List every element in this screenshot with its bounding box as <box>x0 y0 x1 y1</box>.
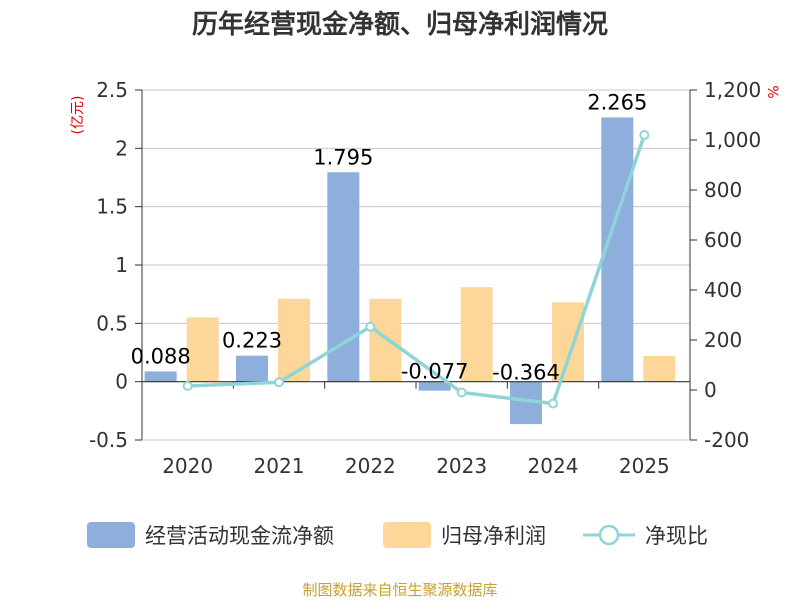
category-label: 2024 <box>528 454 579 478</box>
net-profit-bar <box>552 302 584 382</box>
ratio-point <box>456 387 467 398</box>
category-label: 2022 <box>345 454 396 478</box>
net-profit-bar <box>278 298 310 382</box>
left-tick-label: 1 <box>115 253 128 277</box>
cash-flow-bar <box>418 381 451 391</box>
legend-label: 归母净利润 <box>441 524 546 548</box>
ratio-point <box>639 130 650 140</box>
right-axis-unit: % <box>764 85 780 98</box>
legend-swatch-ratio-marker <box>598 524 620 546</box>
right-tick-label: 400 <box>704 278 742 302</box>
category-label: 2021 <box>254 454 305 478</box>
source-note: 制图数据来自恒生聚源数据库 <box>302 581 497 599</box>
left-tick-label: 2.5 <box>96 78 128 102</box>
ratio-point <box>365 321 376 332</box>
cash-flow-data-label: -0.364 <box>492 361 560 385</box>
net-profit-bar <box>186 317 219 382</box>
ratio-point <box>274 377 284 388</box>
legend-label: 经营活动现金流净额 <box>145 524 334 548</box>
cash-flow-data-label: -0.077 <box>401 360 469 384</box>
data-labels: 0.088 0.223 1.795 -0.077 -0.364 2.265 <box>131 90 648 384</box>
ratio-line-path <box>187 134 646 406</box>
legend-swatch-net-profit <box>383 522 431 548</box>
net-profit-bar <box>643 356 676 382</box>
legend-label: 净现比 <box>645 524 708 548</box>
cash-flow-bar <box>327 172 360 382</box>
left-tick-label: 0 <box>115 370 128 394</box>
category-label: 2025 <box>619 454 670 478</box>
ratio-line <box>182 130 650 409</box>
category-label: 2023 <box>436 454 487 478</box>
cash-flow-data-label: 2.265 <box>587 90 647 114</box>
right-tick-label: 800 <box>704 178 742 202</box>
legend: 经营活动现金流净额 归母净利润 净现比 <box>87 522 708 548</box>
cash-flow-bar <box>236 355 268 382</box>
cash-flow-bar <box>144 371 177 382</box>
net-profit-bar <box>369 298 402 382</box>
chart-title: 历年经营现金净额、归母净利润情况 <box>192 9 608 40</box>
right-tick-label: -200 <box>704 428 749 452</box>
legend-swatch-cash-flow <box>87 522 135 548</box>
left-tick-label: 0.5 <box>96 311 128 335</box>
cash-flow-data-label: 0.088 <box>131 344 191 368</box>
right-tick-label: 200 <box>704 328 742 352</box>
left-tick-label: -0.5 <box>89 428 128 452</box>
right-tick-label: 1,200 <box>704 78 761 102</box>
ratio-point <box>182 381 193 391</box>
left-tick-label: 2 <box>115 136 128 160</box>
left-axis-unit: (亿元) <box>70 96 86 135</box>
ratio-point <box>548 398 558 409</box>
right-tick-label: 1,000 <box>704 128 761 152</box>
cash-flow-data-label: 1.795 <box>313 145 373 169</box>
category-label: 2020 <box>162 454 213 478</box>
axes: -0.5 0 0.5 1 1.5 2 2.5 -200 0 200 400 600 800 1,000 1,… <box>89 78 761 478</box>
left-tick-label: 1.5 <box>96 195 128 219</box>
right-tick-label: 600 <box>704 228 742 252</box>
net-profit-bar <box>460 287 493 382</box>
right-tick-label: 0 <box>704 378 717 402</box>
cash-flow-data-label: 0.223 <box>222 329 282 353</box>
